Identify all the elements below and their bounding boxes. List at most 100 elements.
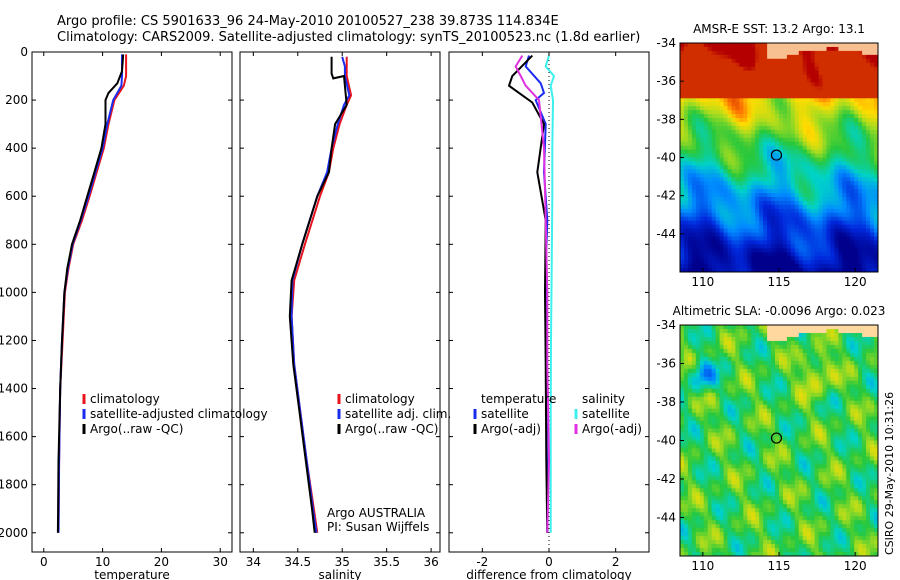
map-cell: [779, 185, 784, 190]
map-cell: [683, 98, 689, 103]
map-cell: [759, 236, 764, 241]
map-cell: [743, 216, 748, 222]
map-cell: [794, 110, 800, 115]
map-cell: [727, 364, 732, 370]
map-cell: [779, 540, 784, 545]
map-cell: [747, 220, 752, 226]
map-cell: [759, 153, 764, 158]
map-cell: [743, 50, 748, 56]
map-cell: [680, 512, 685, 517]
map-cell: [775, 520, 780, 525]
map-cell: [731, 424, 736, 429]
y-tick-label: 1200: [0, 333, 28, 347]
map-cell: [822, 236, 827, 241]
map-cell: [786, 468, 792, 473]
map-cell: [846, 216, 851, 222]
map-cell: [798, 133, 804, 139]
map-cell: [707, 508, 713, 513]
map-cell: [874, 62, 879, 68]
map-cell: [798, 488, 804, 493]
map-cell: [763, 220, 768, 226]
map-cell: [715, 508, 720, 513]
map-cell: [779, 232, 784, 237]
map-cell: [759, 102, 764, 107]
map-cell: [806, 240, 812, 245]
map-cell: [846, 58, 851, 64]
map-cell: [751, 66, 756, 72]
map-cell: [810, 110, 816, 115]
map-cell: [683, 141, 689, 147]
map-cell: [735, 468, 740, 473]
map-cell: [830, 232, 835, 237]
map-cell: [759, 516, 764, 521]
map-cell: [751, 532, 756, 537]
map-cell: [818, 173, 823, 178]
map-cell: [798, 220, 804, 226]
map-cell: [782, 193, 788, 198]
map-cell: [695, 74, 701, 79]
map-cell: [790, 476, 796, 481]
map-cell: [727, 348, 732, 354]
map-cell: [680, 145, 685, 151]
map-cell: [683, 536, 689, 541]
map-cell: [743, 488, 748, 493]
map-cell: [759, 512, 764, 517]
map-cell: [763, 552, 768, 557]
map-cell: [707, 424, 713, 429]
map-cell: [715, 54, 720, 60]
map-cell: [763, 58, 768, 64]
map-cell: [779, 548, 784, 553]
map-cell: [802, 368, 808, 374]
map-cell: [743, 193, 748, 198]
map-cell: [747, 260, 752, 265]
map-cell: [866, 50, 871, 56]
map-cell: [802, 416, 808, 421]
map-cell: [802, 129, 808, 135]
map-cell: [779, 110, 784, 115]
map-cell: [691, 125, 697, 131]
map-cell: [687, 252, 693, 257]
map-cell: [727, 340, 732, 346]
map-cell: [683, 408, 689, 414]
map-cell: [731, 121, 736, 127]
map-cell: [771, 236, 776, 241]
map-cell: [691, 137, 697, 143]
map-cell: [818, 181, 823, 186]
map-cell: [790, 66, 796, 72]
map-cell: [763, 153, 768, 158]
map-cell: [691, 189, 697, 194]
map-cell: [755, 86, 760, 91]
map-cell: [743, 444, 748, 449]
map-cell: [687, 110, 693, 115]
map-cell: [727, 428, 732, 433]
map-cell: [747, 540, 752, 545]
map-cell: [759, 232, 764, 237]
map-cell: [798, 232, 804, 237]
map-cell: [763, 90, 768, 95]
map-cell: [767, 216, 772, 222]
map-cell: [755, 224, 760, 229]
map-cell: [719, 264, 724, 269]
map-cell: [775, 66, 780, 72]
map-cell: [771, 216, 776, 222]
map-cell: [826, 169, 831, 174]
map-cell: [695, 464, 701, 469]
map-cell: [695, 404, 701, 410]
map-cell: [727, 224, 732, 229]
map-cell: [727, 360, 732, 366]
map-cell: [711, 196, 717, 202]
map-cell: [763, 110, 768, 115]
map-cell: [771, 94, 776, 99]
map-cell: [680, 544, 685, 549]
map-cell: [834, 145, 839, 151]
map-cell: [755, 404, 760, 410]
map-cell: [747, 340, 752, 346]
map-cell: [727, 344, 732, 350]
map-cell: [786, 58, 792, 64]
map-cell: [775, 212, 780, 218]
map-cell: [802, 480, 808, 485]
map-cell: [683, 325, 689, 330]
map-cell: [703, 464, 709, 469]
map-cell: [727, 185, 732, 190]
map-cell: [818, 244, 823, 249]
